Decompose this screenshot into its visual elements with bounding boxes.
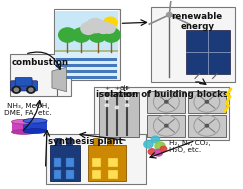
Circle shape (14, 88, 18, 91)
FancyBboxPatch shape (55, 11, 118, 50)
Polygon shape (52, 67, 67, 92)
FancyBboxPatch shape (107, 138, 113, 145)
Text: +: + (104, 86, 109, 91)
Circle shape (103, 28, 120, 42)
Circle shape (105, 97, 108, 100)
Text: +: + (114, 86, 120, 91)
FancyBboxPatch shape (186, 30, 230, 74)
Ellipse shape (11, 119, 35, 124)
FancyBboxPatch shape (92, 170, 102, 179)
FancyBboxPatch shape (10, 54, 71, 96)
FancyBboxPatch shape (55, 10, 118, 80)
Circle shape (59, 28, 76, 42)
Text: H₂, N₂, CO₂,
H₂O, etc.: H₂, N₂, CO₂, H₂O, etc. (169, 140, 211, 153)
FancyBboxPatch shape (92, 158, 102, 167)
Circle shape (96, 21, 111, 33)
Text: synthesis plant: synthesis plant (48, 137, 122, 146)
Circle shape (151, 136, 160, 143)
Circle shape (155, 142, 165, 150)
Circle shape (165, 101, 168, 103)
FancyBboxPatch shape (50, 145, 80, 181)
FancyBboxPatch shape (54, 158, 61, 167)
Circle shape (165, 124, 168, 127)
Circle shape (73, 28, 90, 42)
FancyBboxPatch shape (54, 9, 120, 81)
Ellipse shape (23, 129, 47, 133)
Circle shape (154, 149, 163, 156)
Ellipse shape (23, 119, 47, 123)
Text: NH₃, MeOH,
DME, FA, etc.: NH₃, MeOH, DME, FA, etc. (4, 103, 52, 116)
Circle shape (27, 86, 35, 93)
FancyBboxPatch shape (88, 145, 126, 181)
FancyBboxPatch shape (15, 77, 32, 86)
FancyBboxPatch shape (108, 158, 118, 167)
Circle shape (148, 149, 156, 155)
FancyBboxPatch shape (147, 115, 185, 137)
FancyBboxPatch shape (66, 138, 72, 145)
FancyBboxPatch shape (11, 122, 35, 132)
FancyBboxPatch shape (66, 158, 74, 167)
Circle shape (12, 86, 20, 93)
Text: +: + (124, 86, 130, 91)
Circle shape (87, 19, 104, 33)
FancyBboxPatch shape (55, 50, 118, 52)
FancyBboxPatch shape (45, 134, 146, 184)
Circle shape (115, 106, 119, 109)
FancyBboxPatch shape (108, 170, 118, 179)
Text: air
& water: air & water (110, 85, 139, 98)
Circle shape (125, 104, 129, 107)
Circle shape (103, 17, 117, 28)
Text: combustion: combustion (12, 57, 69, 67)
FancyBboxPatch shape (66, 170, 74, 179)
FancyBboxPatch shape (56, 58, 117, 61)
Circle shape (144, 140, 153, 148)
FancyBboxPatch shape (147, 91, 185, 113)
Circle shape (81, 22, 96, 34)
FancyBboxPatch shape (99, 92, 139, 137)
FancyBboxPatch shape (56, 70, 117, 74)
Text: renewable
energy: renewable energy (172, 12, 223, 31)
FancyBboxPatch shape (188, 91, 226, 113)
FancyBboxPatch shape (56, 64, 117, 67)
Circle shape (160, 146, 167, 152)
Circle shape (166, 12, 172, 17)
FancyBboxPatch shape (151, 7, 235, 82)
FancyBboxPatch shape (188, 115, 226, 137)
Circle shape (103, 23, 115, 33)
FancyBboxPatch shape (54, 170, 61, 179)
Circle shape (29, 88, 33, 91)
Circle shape (89, 28, 106, 42)
Circle shape (125, 97, 129, 100)
FancyBboxPatch shape (56, 76, 117, 80)
Text: isolation of building blocks: isolation of building blocks (96, 90, 228, 99)
FancyBboxPatch shape (94, 87, 229, 140)
FancyBboxPatch shape (11, 81, 38, 91)
Ellipse shape (11, 130, 35, 134)
FancyBboxPatch shape (55, 51, 118, 80)
Circle shape (205, 101, 208, 103)
FancyBboxPatch shape (55, 138, 61, 145)
Circle shape (105, 104, 108, 107)
Circle shape (205, 124, 208, 127)
FancyBboxPatch shape (93, 138, 99, 145)
FancyBboxPatch shape (23, 121, 47, 131)
